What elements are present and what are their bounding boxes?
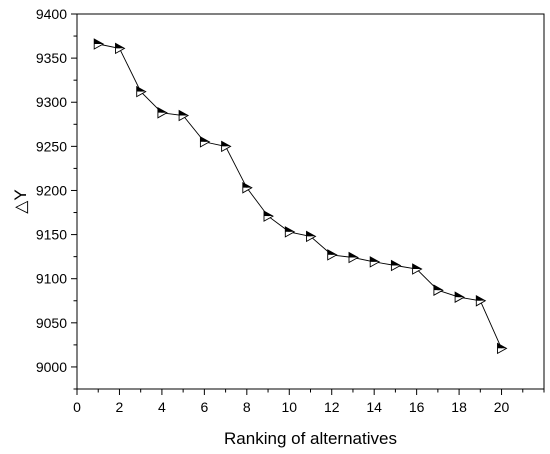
- x-tick-label: 6: [200, 399, 208, 415]
- axes: [76, 13, 545, 390]
- y-tick-label: 9100: [36, 271, 67, 287]
- data-point: [157, 107, 168, 119]
- data-point: [306, 230, 317, 243]
- y-tick-label: 9200: [36, 182, 67, 198]
- x-tick-label: 10: [281, 399, 297, 415]
- data-point: [136, 85, 147, 98]
- x-axis-ticks: 0 2 4 6 8 10 12 14 16 18 20: [73, 389, 545, 415]
- data-point: [369, 256, 381, 268]
- y-tick-label: 9150: [36, 227, 67, 243]
- y-axis-title: △Y: [11, 189, 30, 213]
- data-point: [433, 284, 444, 296]
- data-point: [284, 226, 296, 238]
- data-point: [412, 263, 423, 275]
- plot-frame: [76, 13, 545, 390]
- data-point: [454, 291, 466, 303]
- data-point: [93, 38, 105, 50]
- y-tick-label: 9400: [36, 6, 67, 22]
- data-point: [497, 342, 508, 355]
- y-tick-label: 9000: [36, 359, 67, 375]
- data-point: [242, 182, 253, 194]
- data-point: [263, 210, 274, 222]
- data-point: [178, 109, 190, 122]
- y-tick-label: 9300: [36, 94, 67, 110]
- x-axis-title: Ranking of alternatives: [224, 429, 397, 448]
- y-axis-ticks: 9000 9050 9100 9150 9200 9250 9300 9350 9400: [36, 6, 77, 390]
- x-tick-label: 8: [243, 399, 251, 415]
- x-tick-label: 0: [73, 399, 81, 415]
- series-line: [98, 43, 502, 349]
- y-tick-label: 9050: [36, 315, 67, 331]
- series-group: [93, 38, 508, 355]
- x-tick-label: 4: [158, 399, 166, 415]
- x-tick-label: 14: [366, 399, 382, 415]
- x-tick-label: 18: [451, 399, 467, 415]
- x-tick-label: 20: [494, 399, 510, 415]
- x-tick-label: 2: [116, 399, 124, 415]
- data-point: [115, 42, 126, 55]
- x-tick-label: 12: [324, 399, 340, 415]
- y-tick-label: 9250: [36, 138, 67, 154]
- data-point: [348, 251, 359, 264]
- data-point: [199, 136, 211, 148]
- y-tick-label: 9350: [36, 50, 67, 66]
- data-point: [327, 249, 338, 261]
- data-point: [390, 259, 402, 272]
- x-tick-label: 16: [409, 399, 425, 415]
- data-point: [221, 140, 232, 153]
- data-point: [475, 295, 487, 307]
